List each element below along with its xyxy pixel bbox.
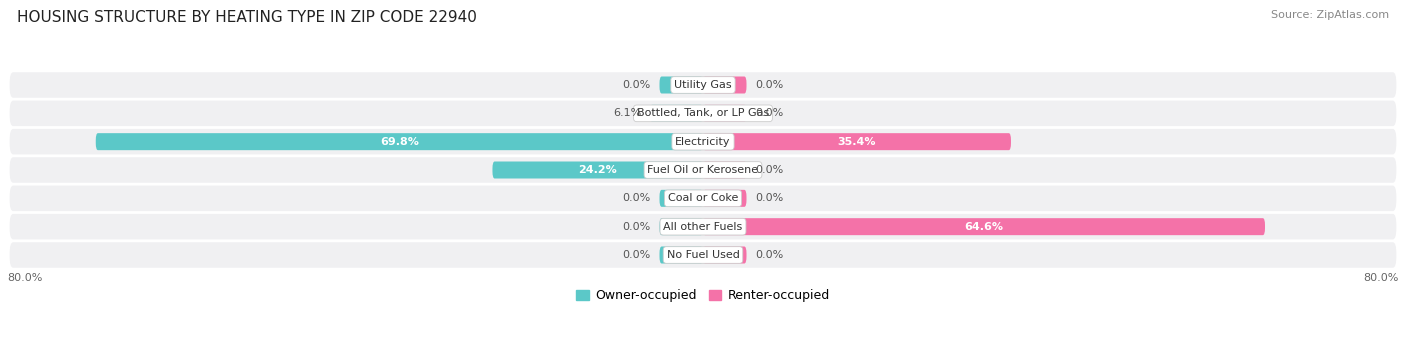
Text: No Fuel Used: No Fuel Used: [666, 250, 740, 260]
FancyBboxPatch shape: [703, 246, 747, 264]
Text: Electricity: Electricity: [675, 137, 731, 147]
FancyBboxPatch shape: [703, 76, 747, 94]
FancyBboxPatch shape: [10, 214, 1396, 239]
FancyBboxPatch shape: [10, 242, 1396, 268]
Text: 80.0%: 80.0%: [1364, 273, 1399, 284]
FancyBboxPatch shape: [703, 218, 1265, 235]
Text: 0.0%: 0.0%: [623, 193, 651, 203]
Text: Source: ZipAtlas.com: Source: ZipAtlas.com: [1271, 10, 1389, 20]
FancyBboxPatch shape: [96, 133, 703, 150]
FancyBboxPatch shape: [10, 157, 1396, 183]
Text: 0.0%: 0.0%: [755, 108, 783, 118]
Text: All other Fuels: All other Fuels: [664, 222, 742, 232]
FancyBboxPatch shape: [659, 246, 703, 264]
FancyBboxPatch shape: [659, 218, 703, 235]
Text: 0.0%: 0.0%: [623, 250, 651, 260]
Text: HOUSING STRUCTURE BY HEATING TYPE IN ZIP CODE 22940: HOUSING STRUCTURE BY HEATING TYPE IN ZIP…: [17, 10, 477, 25]
FancyBboxPatch shape: [10, 72, 1396, 98]
FancyBboxPatch shape: [703, 133, 1011, 150]
FancyBboxPatch shape: [659, 190, 703, 207]
FancyBboxPatch shape: [10, 186, 1396, 211]
Text: 0.0%: 0.0%: [623, 222, 651, 232]
FancyBboxPatch shape: [10, 101, 1396, 126]
Text: 6.1%: 6.1%: [613, 108, 641, 118]
Text: 69.8%: 69.8%: [380, 137, 419, 147]
Text: 35.4%: 35.4%: [838, 137, 876, 147]
Text: 0.0%: 0.0%: [755, 193, 783, 203]
Text: 24.2%: 24.2%: [578, 165, 617, 175]
FancyBboxPatch shape: [703, 105, 747, 122]
Legend: Owner-occupied, Renter-occupied: Owner-occupied, Renter-occupied: [576, 289, 830, 303]
Text: 0.0%: 0.0%: [755, 80, 783, 90]
Text: Fuel Oil or Kerosene: Fuel Oil or Kerosene: [647, 165, 759, 175]
Text: Bottled, Tank, or LP Gas: Bottled, Tank, or LP Gas: [637, 108, 769, 118]
FancyBboxPatch shape: [650, 105, 703, 122]
Text: 0.0%: 0.0%: [755, 165, 783, 175]
Text: 0.0%: 0.0%: [623, 80, 651, 90]
Text: 64.6%: 64.6%: [965, 222, 1004, 232]
FancyBboxPatch shape: [703, 162, 747, 178]
FancyBboxPatch shape: [659, 76, 703, 94]
FancyBboxPatch shape: [703, 190, 747, 207]
Text: Utility Gas: Utility Gas: [675, 80, 731, 90]
FancyBboxPatch shape: [10, 129, 1396, 154]
Text: 80.0%: 80.0%: [7, 273, 42, 284]
Text: Coal or Coke: Coal or Coke: [668, 193, 738, 203]
FancyBboxPatch shape: [492, 162, 703, 178]
Text: 0.0%: 0.0%: [755, 250, 783, 260]
